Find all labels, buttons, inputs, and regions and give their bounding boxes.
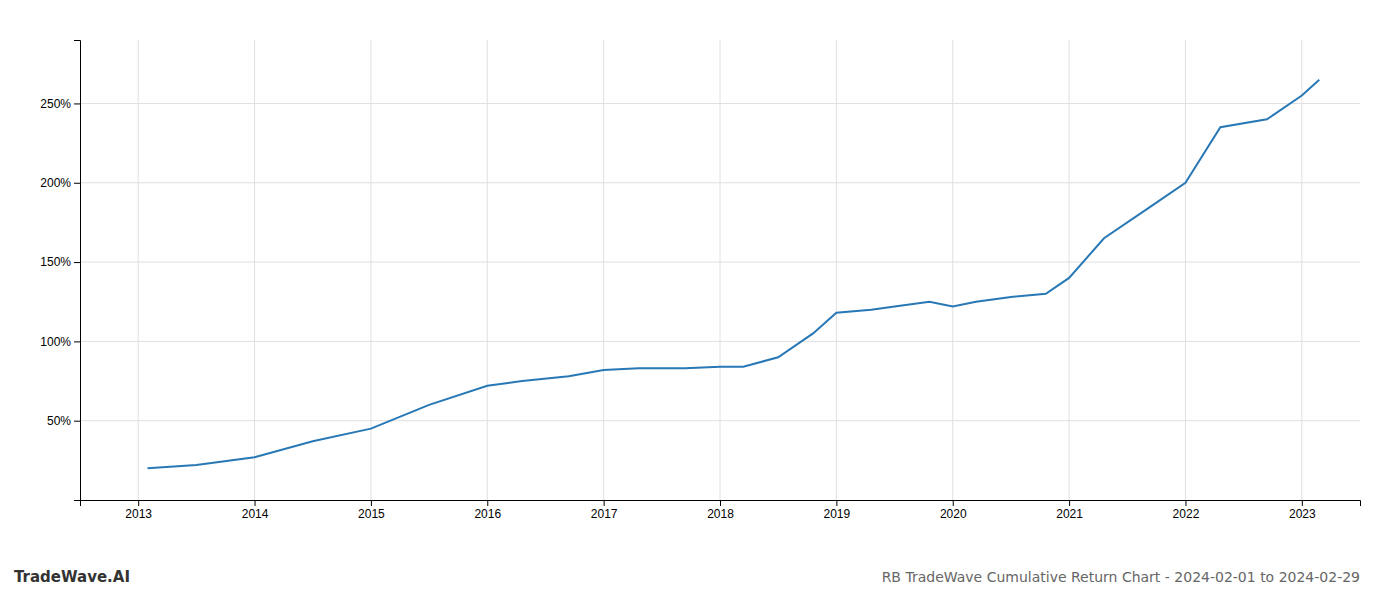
tick-mark <box>74 183 80 184</box>
tick-label: 2021 <box>1056 507 1083 521</box>
tick: 2018 <box>707 500 734 521</box>
tick-mark <box>953 500 954 506</box>
grid <box>80 40 1360 500</box>
tick: 2014 <box>242 500 269 521</box>
title: RB TradeWave Cumulative Return Chart - 2… <box>882 569 1360 585</box>
annotation: TradeWave.AI <box>14 568 130 586</box>
tick-mark <box>371 500 372 506</box>
grid-line-x <box>370 40 371 500</box>
axis-line <box>74 41 81 501</box>
grid-line-x <box>1069 40 1070 500</box>
grid-line-y <box>80 341 1360 342</box>
tick-mark <box>1069 500 1070 506</box>
tick-mark <box>836 500 837 506</box>
tick-label: 2020 <box>940 507 967 521</box>
tick-label: 2022 <box>1173 507 1200 521</box>
tick-label: 200% <box>40 176 71 190</box>
tick-mark <box>74 262 80 263</box>
grid-line-y <box>80 420 1360 421</box>
grid-line-x <box>254 40 255 500</box>
grid-line-x <box>1301 40 1302 500</box>
tick: 2015 <box>358 500 385 521</box>
tick-mark <box>1302 500 1303 506</box>
tick: 2013 <box>125 500 152 521</box>
tick-mark <box>138 500 139 506</box>
axis-line <box>81 501 1361 507</box>
x-axis: 2013 2014 2015 2016 2017 2018 2019 2020 2021 2022… <box>81 500 1361 521</box>
tick-mark <box>74 103 80 104</box>
tick-label: 2016 <box>474 507 501 521</box>
line <box>147 80 1319 469</box>
tick: 2020 <box>940 500 967 521</box>
tick: 2021 <box>1056 500 1083 521</box>
tick: 200% <box>40 176 80 190</box>
grid-line-y <box>80 103 1360 104</box>
tick: 2022 <box>1173 500 1200 521</box>
tick-label: 2023 <box>1289 507 1316 521</box>
tick-mark <box>1185 500 1186 506</box>
tick-label: 2017 <box>591 507 618 521</box>
tick: 100% <box>40 335 80 349</box>
tick-mark <box>255 500 256 506</box>
grid-line-x <box>836 40 837 500</box>
grid-line-x <box>138 40 139 500</box>
tick-label: 150% <box>40 255 71 269</box>
tick-mark <box>720 500 721 506</box>
grid-line-x <box>720 40 721 500</box>
y-axis: 50% 100% 150% 200% 250% <box>40 41 80 501</box>
tick: 50% <box>47 414 80 428</box>
marks <box>147 80 1319 469</box>
tick-mark <box>604 500 605 506</box>
tick-label: 2013 <box>125 507 152 521</box>
tick-label: 2015 <box>358 507 385 521</box>
tick: 2019 <box>824 500 851 521</box>
tick-mark <box>74 341 80 342</box>
plot-area: 2013 2014 2015 2016 2017 2018 2019 2020 2021 2022… <box>40 40 1360 521</box>
grid-line-x <box>603 40 604 500</box>
tick-mark <box>487 500 488 506</box>
grid-line-x <box>952 40 953 500</box>
tick: 150% <box>40 255 80 269</box>
tick-label: 250% <box>40 97 71 111</box>
tick-label: 100% <box>40 335 71 349</box>
chart: 2013 2014 2015 2016 2017 2018 2019 2020 2021 2022… <box>0 0 1400 600</box>
tick-label: 50% <box>47 414 71 428</box>
tick-mark <box>74 421 80 422</box>
tick-label: 2018 <box>707 507 734 521</box>
tick-label: 2019 <box>824 507 851 521</box>
tick: 2016 <box>474 500 501 521</box>
grid-line-y <box>80 182 1360 183</box>
grid-line-x <box>487 40 488 500</box>
tick: 2023 <box>1289 500 1316 521</box>
grid-line-x <box>1185 40 1186 500</box>
tick: 250% <box>40 97 80 111</box>
tick-label: 2014 <box>242 507 269 521</box>
tick: 2017 <box>591 500 618 521</box>
grid-line-y <box>80 262 1360 263</box>
